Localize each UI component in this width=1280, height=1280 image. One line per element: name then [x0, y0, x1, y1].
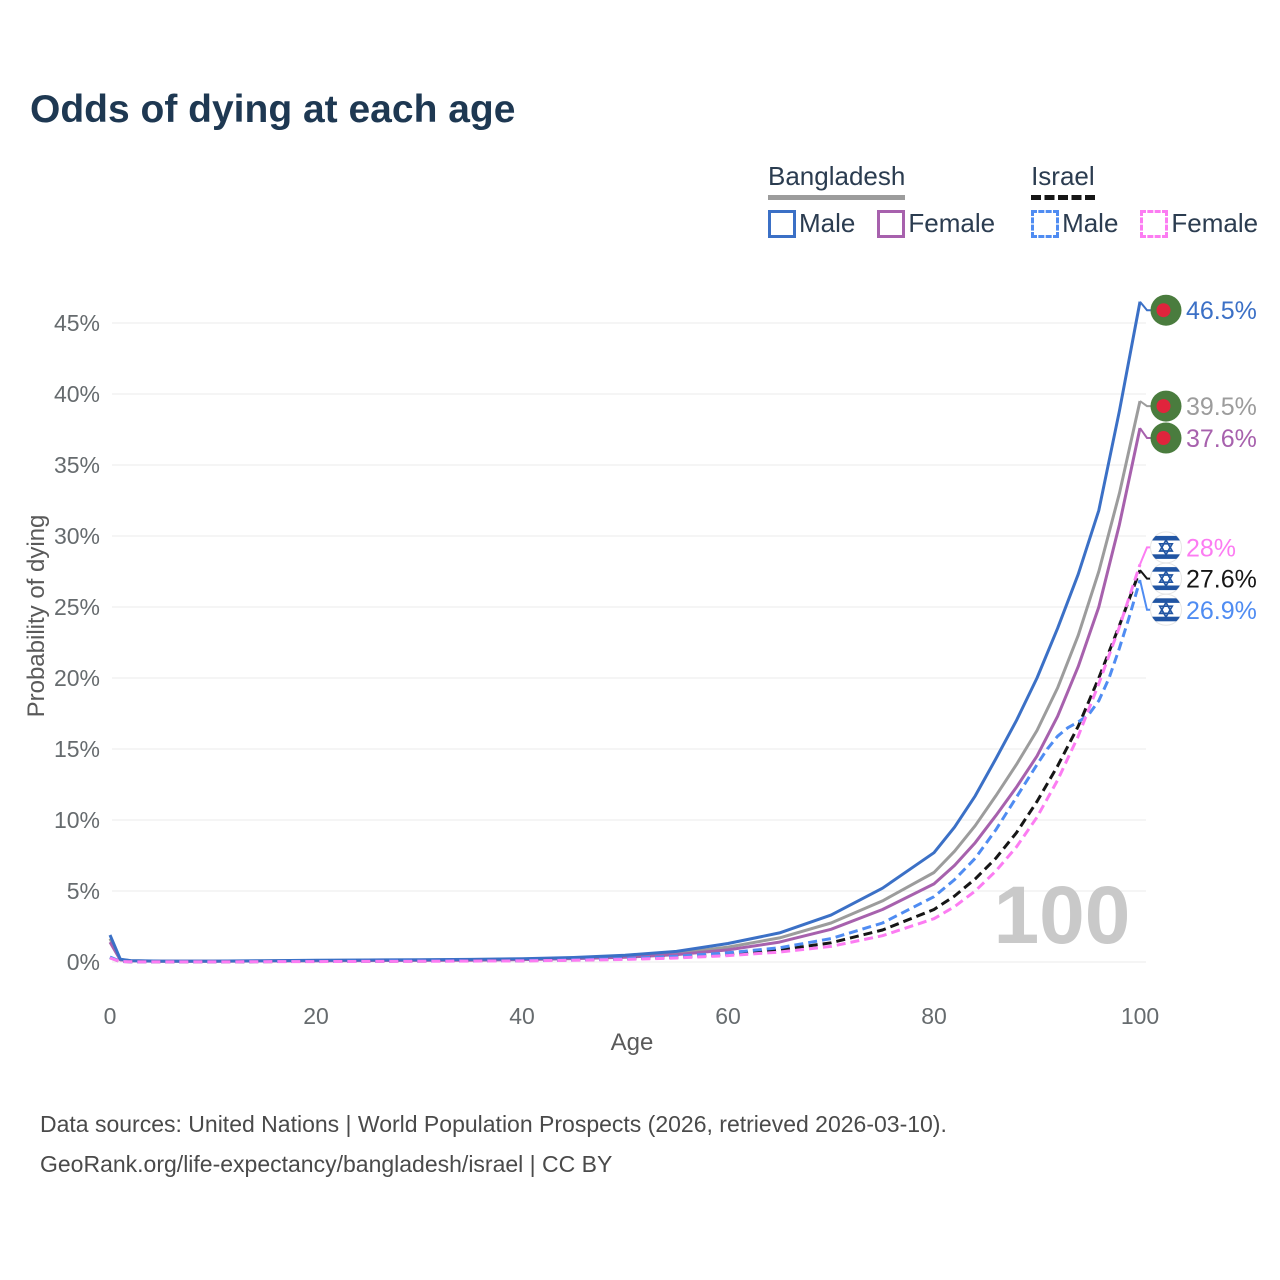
israel-flag-icon [1150, 563, 1182, 594]
y-tick-label: 0% [67, 949, 100, 975]
y-tick-label: 40% [54, 381, 100, 407]
series-line-israel-both [109, 569, 1142, 964]
end-label-value: 46.5% [1186, 297, 1257, 325]
series-line-bangladesh-male [108, 301, 1142, 963]
legend-item-bangladesh-female[interactable]: Female [877, 208, 995, 239]
y-tick-label: 45% [54, 310, 100, 336]
legend-item-israel-male[interactable]: Male [1031, 208, 1118, 239]
legend-header-israel[interactable]: Israel [1031, 161, 1095, 200]
y-tick-label: 15% [54, 736, 100, 762]
end-label-value: 37.6% [1186, 425, 1257, 453]
x-tick-label: 80 [921, 1003, 947, 1029]
bangladesh-flag-icon [1150, 294, 1182, 326]
legend-group-israel: Israel Male Female [1031, 161, 1258, 239]
page-title: Odds of dying at each age [30, 88, 516, 131]
x-axis-title: Age [611, 1029, 654, 1056]
legend-item-label: Female [1171, 208, 1259, 238]
series-line-bangladesh-both [108, 400, 1142, 963]
y-tick-label: 30% [54, 523, 100, 549]
bangladesh-female-swatch-icon [877, 209, 906, 238]
legend-item-bangladesh-male[interactable]: Male [768, 208, 855, 239]
israel-flag-icon [1150, 532, 1182, 563]
legend-item-label: Male [1062, 208, 1119, 238]
bangladesh-flag-icon [1150, 390, 1182, 422]
bangladesh-flag-icon [1150, 422, 1182, 454]
series-line-israel-male [109, 579, 1142, 964]
legend-item-israel-female[interactable]: Female [1140, 208, 1258, 239]
legend-header-bangladesh[interactable]: Bangladesh [768, 161, 906, 200]
legend-items-bangladesh: Male Female [768, 208, 995, 239]
footer-attribution-line: GeoRank.org/life-expectancy/bangladesh/i… [40, 1151, 613, 1177]
israel-female-swatch-icon [1140, 209, 1169, 238]
y-tick-label: 10% [54, 807, 100, 833]
israel-male-swatch-icon [1031, 209, 1060, 238]
footer-sources-line: Data sources: United Nations | World Pop… [40, 1111, 947, 1137]
y-tick-label: 5% [67, 878, 100, 904]
end-label-value: 27.6% [1186, 566, 1257, 594]
x-tick-label: 40 [509, 1003, 535, 1029]
x-tick-label: 20 [303, 1003, 329, 1029]
legend-item-label: Female [908, 208, 996, 238]
y-tick-label: 20% [54, 665, 100, 691]
x-tick-label: 100 [1121, 1003, 1159, 1029]
y-tick-label: 25% [54, 594, 100, 620]
legend-items-israel: Male Female [1031, 208, 1258, 239]
series-line-israel-female [109, 563, 1142, 964]
end-label-value: 28% [1186, 534, 1236, 562]
y-axis-title: Probability of dying [23, 515, 50, 718]
x-tick-label: 60 [715, 1003, 741, 1029]
legend-item-label: Male [799, 208, 856, 238]
bangladesh-male-swatch-icon [768, 209, 796, 238]
israel-flag-icon [1150, 594, 1182, 625]
end-label-value: 39.5% [1186, 393, 1257, 421]
legend-group-bangladesh: Bangladesh Male Female [768, 161, 995, 239]
footer: Data sources: United Nations | World Pop… [40, 1104, 947, 1184]
legend: Bangladesh Male Female Israel Male [768, 161, 1258, 239]
end-label-value: 26.9% [1186, 597, 1257, 625]
y-tick-label: 35% [54, 452, 100, 478]
x-tick-label: 0 [104, 1003, 117, 1029]
series-line-bangladesh-female [108, 427, 1142, 963]
age-watermark: 100 [994, 870, 1131, 961]
